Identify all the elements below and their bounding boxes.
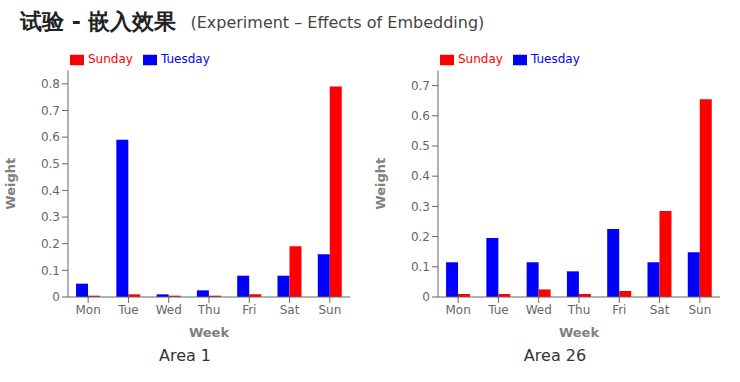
svg-text:0.2: 0.2: [411, 230, 430, 244]
html-text:Tuesday: Tuesday: [530, 52, 580, 66]
svg-text:Wed: Wed: [156, 303, 182, 317]
html-text:试验 - 嵌入效果: 试验 - 嵌入效果: [20, 9, 177, 34]
svg-text:Fri: Fri: [612, 303, 626, 317]
svg-text:Thu: Thu: [197, 303, 221, 317]
svg-text:0.5: 0.5: [41, 157, 60, 171]
svg-text:Tue: Tue: [117, 303, 139, 317]
svg-text:0: 0: [52, 290, 60, 304]
svg-text:0.4: 0.4: [41, 184, 60, 198]
html-text:(Experiment – Effects of Embed: (Experiment – Effects of Embedding): [190, 12, 485, 32]
svg-text:0.4: 0.4: [411, 169, 430, 183]
svg-text:0.7: 0.7: [41, 104, 60, 118]
svg-text:0.3: 0.3: [41, 210, 60, 224]
svg-text:Week: Week: [559, 325, 600, 340]
svg-text:0.6: 0.6: [41, 130, 60, 144]
svg-text:0.8: 0.8: [41, 77, 60, 91]
html-text:Sunday: Sunday: [458, 52, 503, 66]
html-text:Sunday: Sunday: [88, 52, 133, 66]
svg-text:Weight: Weight: [8, 158, 18, 210]
svg-text:Wed: Wed: [526, 303, 552, 317]
svg-text:Sun: Sun: [688, 303, 711, 317]
svg-text:Sun: Sun: [318, 303, 341, 317]
svg-text:Thu: Thu: [567, 303, 591, 317]
svg-text:0.5: 0.5: [411, 139, 430, 153]
svg-text:0.1: 0.1: [41, 264, 60, 278]
svg-text:Week: Week: [189, 325, 230, 340]
svg-text:0.3: 0.3: [411, 200, 430, 214]
svg-text:0.7: 0.7: [411, 79, 430, 93]
html-text:Tuesday: Tuesday: [160, 52, 210, 66]
html-text:Area 26: Area 26: [523, 346, 587, 365]
svg-text:Fri: Fri: [242, 303, 256, 317]
svg-text:Sat: Sat: [650, 303, 670, 317]
svg-text:Tue: Tue: [487, 303, 509, 317]
svg-text:0.2: 0.2: [41, 237, 60, 251]
svg-text:Mon: Mon: [75, 303, 100, 317]
svg-text:Weight: Weight: [373, 158, 388, 210]
svg-text:0: 0: [422, 290, 430, 304]
svg-text:Sat: Sat: [280, 303, 300, 317]
svg-text:0.1: 0.1: [411, 260, 430, 274]
svg-text:Mon: Mon: [445, 303, 470, 317]
svg-text:0.6: 0.6: [411, 109, 430, 123]
html-text:Area 1: Area 1: [159, 346, 211, 365]
